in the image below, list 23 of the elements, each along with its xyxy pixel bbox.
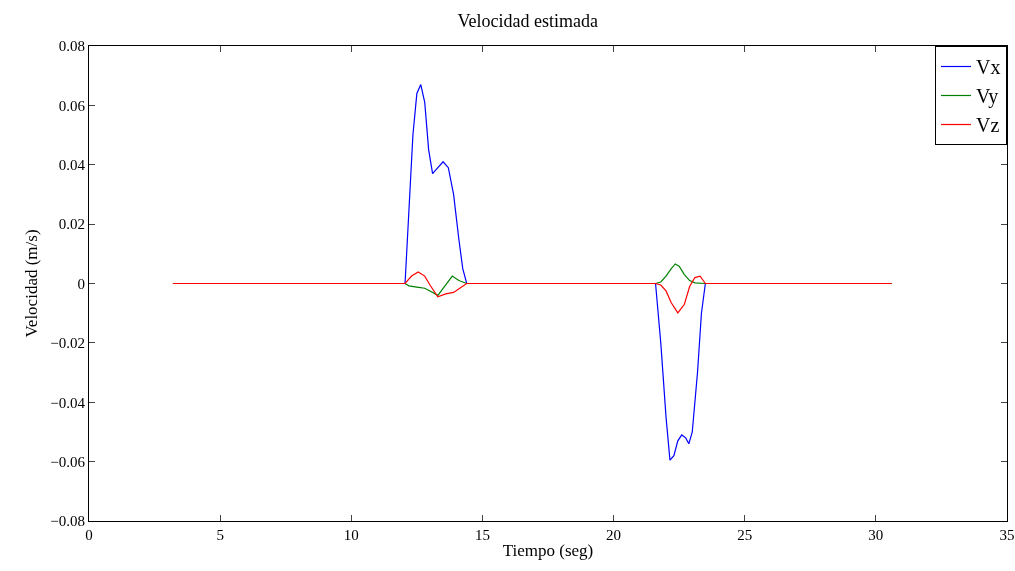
y-tick-label: 0.02 [58,216,85,233]
chart-title: Velocidad estimada [457,10,599,31]
y-tick-label: −0.02 [50,335,85,352]
legend-label: Vz [976,114,1000,137]
x-tick-label: 35 [999,527,1015,543]
y-axis-title: Velocidad (m/s) [21,229,41,338]
x-tick-label: 15 [474,527,490,543]
y-tick-label: 0 [77,275,85,292]
x-tick-label: 30 [868,527,884,543]
legend-label: Vx [976,56,1001,79]
y-tick-label: −0.06 [50,453,86,470]
x-axis-title: Tiempo (seg) [502,541,594,561]
legend-label: Vy [976,85,999,109]
x-tick-label: 5 [216,527,224,543]
x-tick-label: 10 [343,527,359,543]
line-series [172,271,893,314]
y-tick-label: 0.08 [58,38,85,55]
x-tick-label: 20 [606,527,622,543]
x-tick-label: 25 [737,527,753,543]
y-tick-label: 0.06 [58,97,86,114]
y-tick-label: 0.04 [58,157,86,173]
y-tick-label: −0.04 [50,394,86,411]
y-tick-label: −0.08 [50,513,85,530]
